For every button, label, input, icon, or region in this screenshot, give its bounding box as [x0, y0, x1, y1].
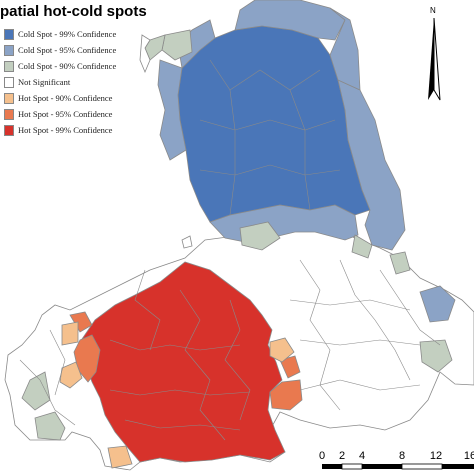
region-not-significant-sw-island: [181, 235, 193, 249]
scale-label: 12: [429, 450, 443, 462]
scale-label: 16: [463, 450, 474, 462]
scale-label: 8: [398, 450, 406, 462]
legend-swatch: [4, 28, 14, 40]
region-hot-spot-90-c: [269, 337, 295, 363]
scale-label: 4: [358, 450, 366, 462]
map-title: patial hot-cold spots: [0, 3, 147, 20]
legend-label: Hot Spot - 90% Confidence: [18, 93, 113, 103]
legend-label: Cold Spot - 95% Confidence: [18, 45, 117, 55]
region-hot-spot-95-c: [279, 355, 301, 379]
region-cold-spot-95-far-east: [419, 285, 456, 323]
legend-swatch: [4, 76, 14, 88]
legend-swatch: [4, 108, 14, 120]
region-cold-spot-90-d: [419, 339, 453, 373]
legend-item: Not Significant: [4, 74, 116, 90]
region-hot-spot-90-b: [59, 361, 83, 389]
legend-label: Cold Spot - 90% Confidence: [18, 61, 117, 71]
region-hot-spot-95-a: [73, 334, 101, 383]
region-cold-spot-90-g: [351, 234, 373, 259]
region-cold-spot-90-c: [389, 251, 411, 275]
legend-item: Hot Spot - 99% Confidence: [4, 122, 116, 138]
scale-label: 2: [338, 450, 346, 462]
region-cold-spot-90-b: [239, 221, 281, 251]
map-legend: Cold Spot - 99% Confidence Cold Spot - 9…: [4, 26, 116, 138]
region-hot-spot-95-b: [269, 379, 303, 411]
legend-item: Cold Spot - 99% Confidence: [4, 26, 116, 42]
legend-label: Hot Spot - 95% Confidence: [18, 109, 113, 119]
north-label: N: [430, 6, 436, 15]
legend-label: Hot Spot - 99% Confidence: [18, 125, 113, 135]
legend-item: Hot Spot - 90% Confidence: [4, 90, 116, 106]
region-cold-spot-90-f: [34, 411, 66, 441]
scale-label: 0: [318, 450, 326, 462]
legend-item: Cold Spot - 90% Confidence: [4, 58, 116, 74]
region-cold-spot-95-west: [157, 59, 187, 161]
legend-item: Cold Spot - 95% Confidence: [4, 42, 116, 58]
legend-label: Cold Spot - 99% Confidence: [18, 29, 117, 39]
legend-label: Not Significant: [18, 77, 71, 87]
legend-swatch: [4, 124, 14, 136]
region-hot-spot-90-a: [61, 321, 79, 346]
legend-swatch: [4, 44, 14, 56]
legend-item: Hot Spot - 95% Confidence: [4, 106, 116, 122]
region-hot-spot-90-d: [107, 445, 133, 469]
north-arrow-icon: [428, 17, 441, 101]
region-cold-spot-95-north-east: [329, 7, 361, 91]
region-not-significant-nw: [139, 34, 151, 74]
legend-swatch: [4, 92, 14, 104]
legend-swatch: [4, 60, 14, 72]
region-cold-spot-90-e: [21, 371, 51, 411]
polygon-boundaries: [19, 59, 441, 441]
scale-bar: [322, 463, 474, 470]
